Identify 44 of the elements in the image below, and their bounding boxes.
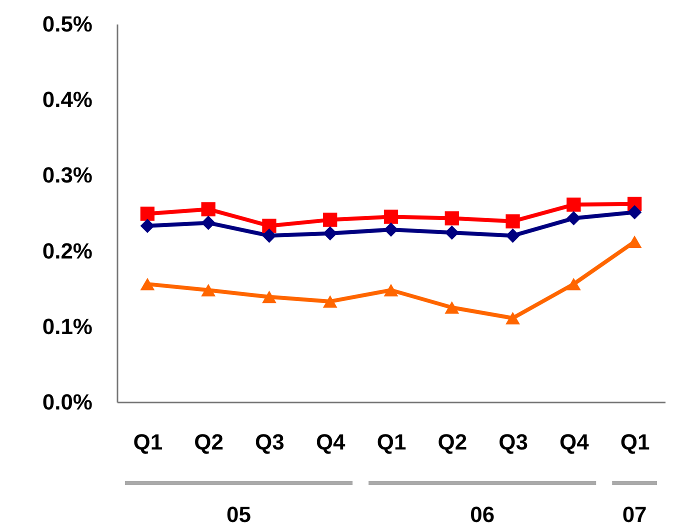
x-tick-label: Q1 (620, 430, 650, 454)
x-tick-label: Q4 (559, 430, 590, 454)
x-tick-label: Q3 (498, 430, 528, 454)
text: 06 (470, 502, 495, 527)
point (566, 278, 581, 290)
y-tick-label: 0.4% (42, 87, 92, 112)
point (262, 290, 276, 304)
point (506, 228, 520, 243)
y-tick-label: 0.0% (42, 390, 92, 414)
x-tick-label: Q1 (133, 430, 163, 454)
point (384, 222, 398, 237)
point (201, 284, 216, 296)
point (627, 235, 642, 248)
point (506, 214, 520, 228)
point (262, 218, 276, 233)
point (627, 205, 642, 220)
point (384, 284, 398, 296)
point (140, 218, 155, 233)
point (140, 278, 155, 290)
text: 05 (226, 502, 252, 527)
x-tick-label: Q1 (376, 430, 406, 454)
point (566, 211, 581, 226)
x-tick-label: Q2 (194, 430, 224, 454)
x-tick-label: Q4 (316, 430, 346, 454)
point (201, 216, 216, 230)
y-tick-label: 0.2% (42, 238, 92, 264)
y-tick-label: 0.5% (42, 12, 92, 36)
point (444, 226, 460, 240)
point (566, 198, 581, 212)
y-tick-label: 0.1% (42, 314, 92, 339)
text: 07 (622, 502, 647, 527)
point (506, 312, 520, 324)
point (322, 295, 338, 308)
point (384, 210, 398, 224)
point (444, 211, 459, 226)
point (444, 301, 460, 314)
point (322, 226, 338, 241)
point (201, 202, 216, 216)
point (323, 212, 338, 227)
x-tick-label: Q2 (438, 430, 468, 454)
point (262, 228, 276, 243)
point (140, 206, 155, 221)
y-tick-label: 0.3% (42, 162, 92, 188)
x-tick-label: Q3 (255, 430, 284, 454)
